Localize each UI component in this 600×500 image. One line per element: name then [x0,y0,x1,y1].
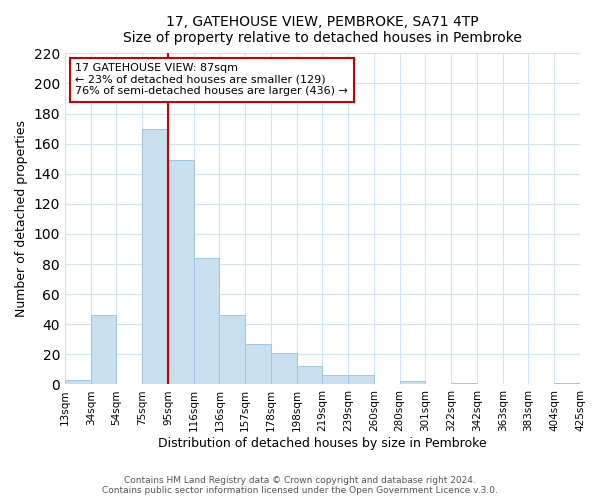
Bar [142,128,168,384]
Bar [451,383,477,384]
Bar [220,315,245,384]
Bar [194,258,220,384]
Text: Contains HM Land Registry data © Crown copyright and database right 2024.
Contai: Contains HM Land Registry data © Crown c… [102,476,498,495]
X-axis label: Distribution of detached houses by size in Pembroke: Distribution of detached houses by size … [158,437,487,450]
Bar [554,383,580,384]
Bar [400,382,425,384]
Bar [348,376,374,384]
Bar [322,376,348,384]
Bar [297,366,322,384]
Bar [65,380,91,384]
Y-axis label: Number of detached properties: Number of detached properties [15,120,28,318]
Bar [168,160,194,384]
Bar [271,353,297,384]
Title: 17, GATEHOUSE VIEW, PEMBROKE, SA71 4TP
Size of property relative to detached hou: 17, GATEHOUSE VIEW, PEMBROKE, SA71 4TP S… [123,15,522,45]
Bar [91,315,116,384]
Bar [245,344,271,385]
Text: 17 GATEHOUSE VIEW: 87sqm
← 23% of detached houses are smaller (129)
76% of semi-: 17 GATEHOUSE VIEW: 87sqm ← 23% of detach… [75,63,348,96]
